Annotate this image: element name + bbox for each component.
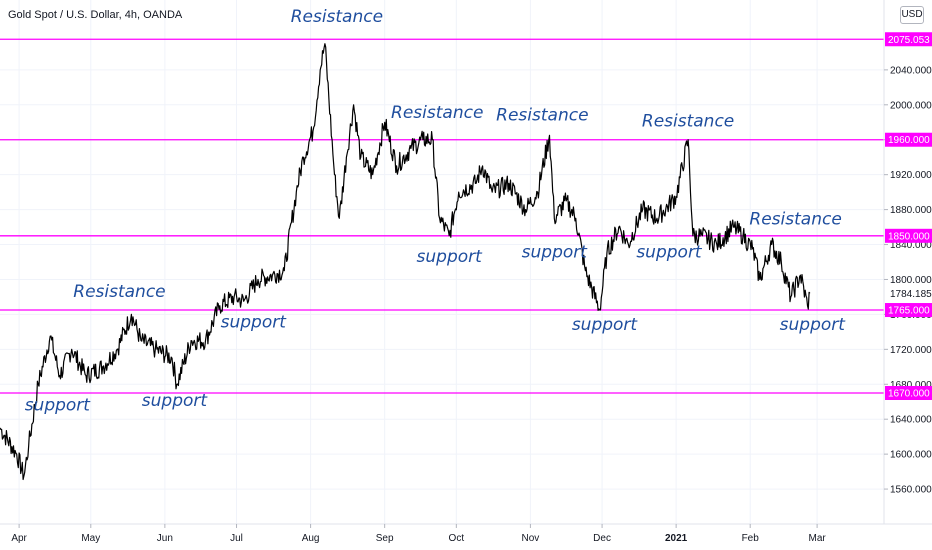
support-annotation: support (25, 395, 92, 415)
last-price-label: 1784.185 (890, 289, 932, 300)
x-tick-label: Feb (742, 533, 760, 544)
time-axis[interactable]: Apr May Jun Jul Aug Sep Oct Nov Dec 2021 Feb Mar (11, 524, 826, 544)
resistance-annotation: Resistance (642, 112, 734, 132)
x-tick-label: Sep (376, 533, 394, 544)
price-series-line (0, 43, 811, 481)
y-tick-label: 1560.000 (890, 485, 932, 496)
resistance-annotation: Resistance (291, 7, 383, 27)
resistance-annotation: Resistance (749, 209, 841, 229)
x-tick-label: Aug (302, 533, 320, 544)
level-label: 1670.000 (888, 389, 930, 400)
last-price-box (885, 286, 932, 301)
support-annotation: support (142, 391, 209, 411)
support-annotation: support (780, 315, 847, 335)
symbol-title: Gold Spot / U.S. Dollar, 4h, OANDA (8, 9, 183, 21)
x-tick-label: 2021 (665, 533, 688, 544)
support-annotation: support (221, 313, 288, 333)
level-label-box (885, 132, 932, 147)
y-tick-label: 2000.000 (890, 100, 932, 111)
x-tick-label: Jun (157, 533, 173, 544)
y-tick-label: 1640.000 (890, 415, 932, 426)
level-label-box (885, 303, 932, 318)
support-annotation: support (636, 243, 703, 263)
x-tick-label: May (81, 533, 100, 544)
level-price-labels: 2075.053 1960.000 1850.000 1765.000 1670.000… (885, 32, 932, 400)
resistance-annotation: Resistance (496, 106, 588, 126)
level-lines (0, 38, 884, 394)
level-label: 1960.000 (888, 135, 930, 146)
y-tick-label: 1720.000 (890, 345, 932, 356)
y-tick-label: 1840.000 (890, 240, 932, 251)
x-tick-label: Apr (11, 533, 27, 544)
resistance-annotation: Resistance (391, 103, 483, 123)
resistance-annotation: Resistance (73, 282, 165, 302)
y-tick-label: 1680.000 (890, 380, 932, 391)
x-tick-label: Mar (808, 533, 826, 544)
support-annotation: support (572, 315, 639, 335)
x-tick-label: Nov (522, 533, 540, 544)
support-annotation: support (522, 243, 589, 263)
price-axis[interactable]: 1560.000 1600.000 1640.000 1680.000 1720.000… (884, 65, 932, 496)
annotations: Resistance Resistance Resistance Resistance… (25, 7, 847, 416)
x-tick-label: Oct (449, 533, 465, 544)
y-tick-label: 1920.000 (890, 170, 932, 181)
currency-button[interactable]: USD (900, 6, 924, 24)
level-label: 1765.000 (888, 306, 930, 317)
level-label: 1850.000 (888, 231, 930, 242)
level-label: 2075.053 (888, 35, 930, 46)
y-tick-label: 1880.000 (890, 205, 932, 216)
level-label-box (885, 386, 932, 400)
y-tick-label: 1600.000 (890, 450, 932, 461)
x-tick-label: Dec (593, 533, 611, 544)
level-label-box (885, 32, 932, 47)
level-label-box (885, 228, 932, 243)
y-tick-label: 1800.000 (890, 275, 932, 286)
x-tick-label: Jul (230, 533, 243, 544)
y-tick-label: 2040.000 (890, 65, 932, 76)
support-annotation: support (417, 247, 484, 267)
